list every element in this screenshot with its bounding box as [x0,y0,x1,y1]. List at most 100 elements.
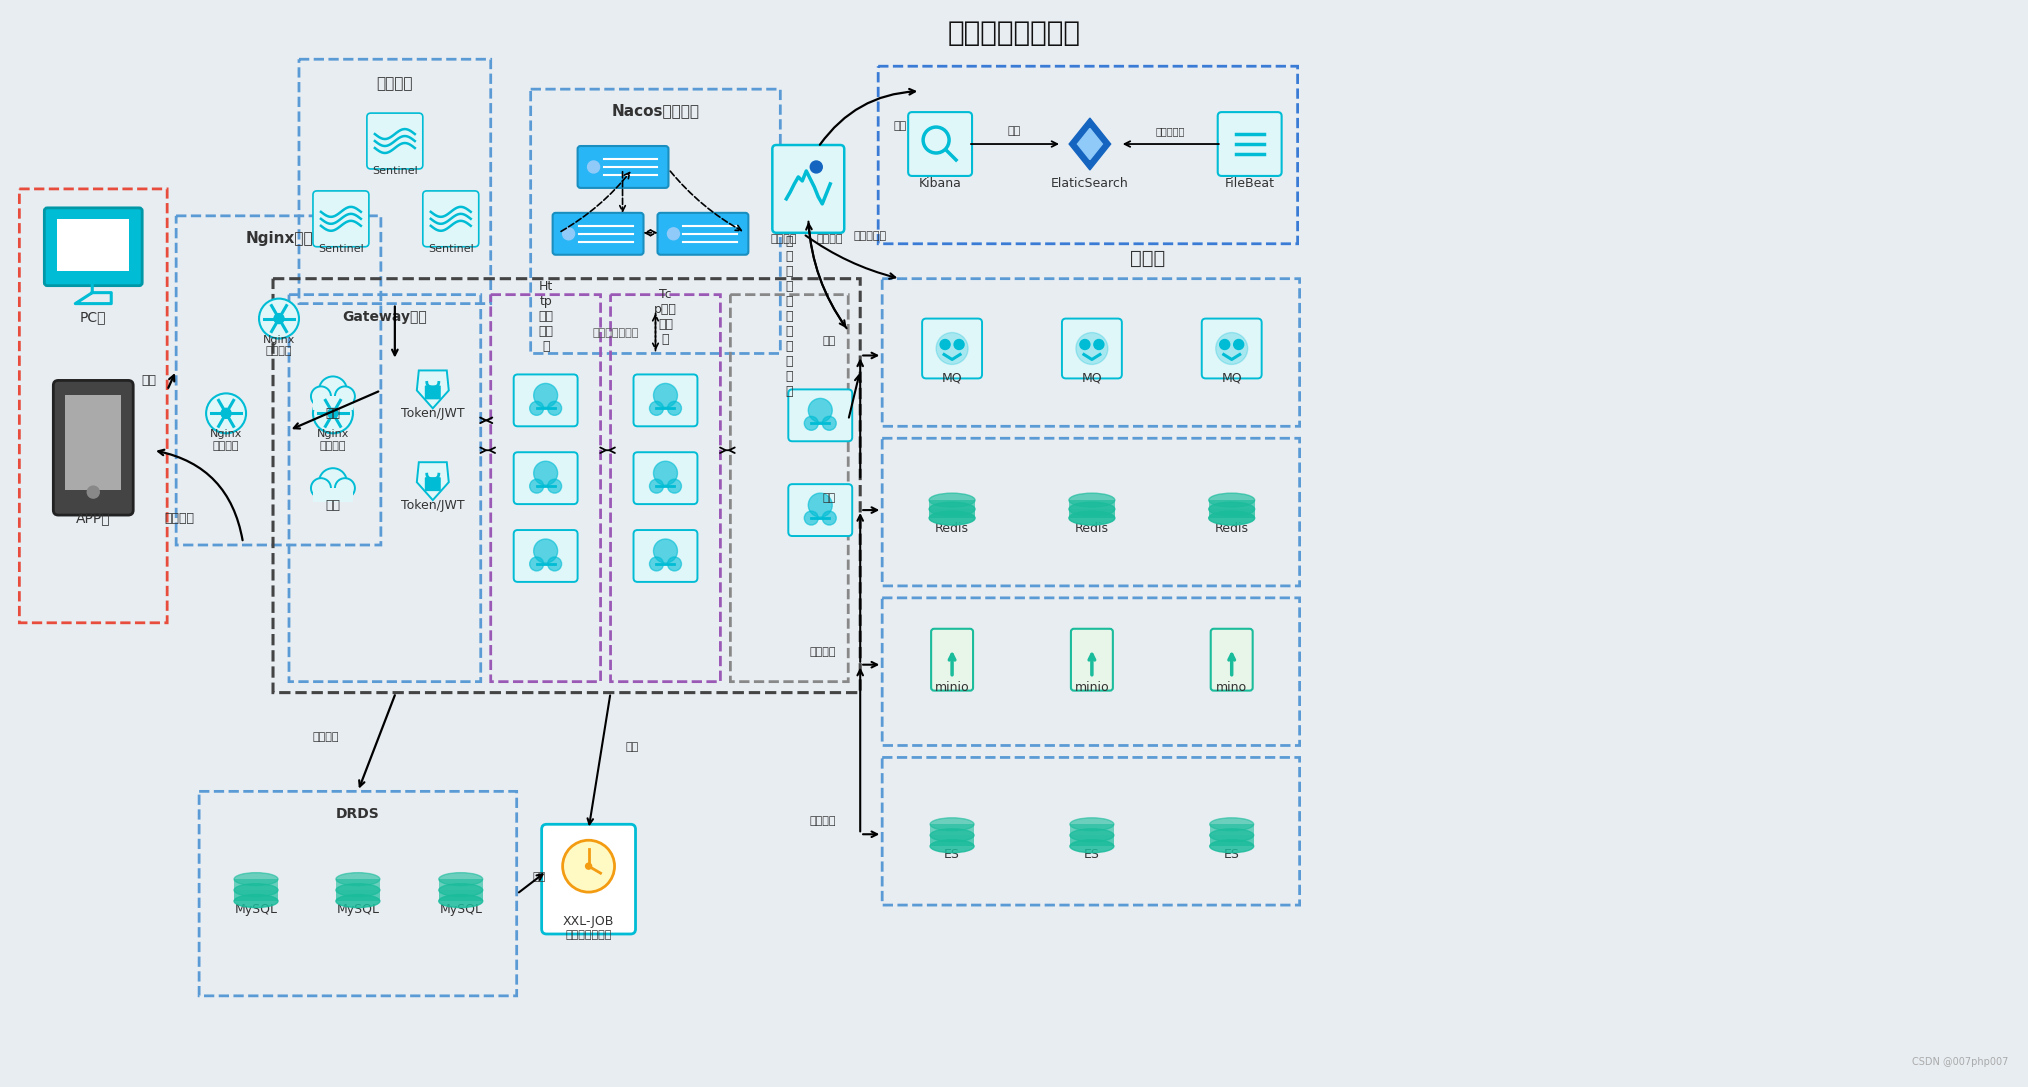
Text: Ht
tp
微服
务集
群: Ht tp 微服 务集 群 [537,280,554,353]
Text: 网关: 网关 [324,407,341,420]
Text: Sentinel: Sentinel [318,243,363,253]
Text: 缓存: 缓存 [823,493,836,503]
Circle shape [562,228,574,240]
Circle shape [562,840,614,892]
Circle shape [318,468,347,496]
Text: 中间件: 中间件 [1130,249,1166,268]
Ellipse shape [1071,840,1113,852]
Circle shape [588,161,600,173]
Text: MySQL: MySQL [235,902,278,915]
FancyBboxPatch shape [438,879,483,890]
FancyBboxPatch shape [789,389,852,441]
Text: 服务发现、配置: 服务发现、配置 [592,327,639,338]
Circle shape [937,333,967,364]
Text: FileBeat: FileBeat [1225,177,1276,190]
Ellipse shape [1209,511,1255,525]
Text: minio: minio [935,682,969,695]
FancyBboxPatch shape [578,146,669,188]
FancyBboxPatch shape [554,213,643,254]
Ellipse shape [1069,511,1115,525]
Circle shape [274,313,284,324]
Circle shape [667,557,681,571]
Ellipse shape [233,884,278,897]
Circle shape [335,386,355,407]
Text: 定时: 定时 [627,742,639,752]
Text: Gateway网关: Gateway网关 [343,310,428,324]
Ellipse shape [931,828,973,841]
Circle shape [1079,339,1089,350]
Circle shape [310,386,331,407]
Text: 日志、搜索: 日志、搜索 [854,230,886,241]
Circle shape [548,401,562,415]
Text: 展示: 展示 [1008,126,1020,136]
Text: Token/JWT: Token/JWT [402,407,464,420]
Ellipse shape [233,873,278,886]
Ellipse shape [1209,493,1255,508]
Text: Redis: Redis [1075,522,1109,535]
Text: 读写: 读写 [533,872,546,883]
FancyBboxPatch shape [633,530,698,582]
Circle shape [805,511,817,525]
Text: mino: mino [1217,682,1247,695]
Text: 视频微服务架构图: 视频微服务架构图 [947,20,1081,48]
Circle shape [1233,339,1243,350]
Text: MQ: MQ [1221,372,1241,385]
Text: Kibana: Kibana [919,177,961,190]
Ellipse shape [337,884,379,897]
Ellipse shape [438,884,483,897]
Text: XXL-JOB: XXL-JOB [564,914,614,927]
FancyBboxPatch shape [312,397,353,410]
FancyBboxPatch shape [513,374,578,426]
Text: APP端: APP端 [75,511,112,525]
FancyBboxPatch shape [773,145,844,233]
FancyBboxPatch shape [1069,500,1115,509]
FancyBboxPatch shape [513,452,578,504]
Polygon shape [418,371,448,409]
Text: 索引仓库: 索引仓库 [809,816,836,826]
Ellipse shape [1211,817,1253,830]
Text: Nginx
负载均衡: Nginx 负载均衡 [264,335,296,357]
FancyBboxPatch shape [422,191,479,247]
Circle shape [529,557,544,571]
FancyBboxPatch shape [1209,509,1255,518]
Text: Sentinel: Sentinel [371,166,418,176]
FancyBboxPatch shape [337,890,379,901]
Circle shape [529,401,544,415]
Circle shape [805,416,817,430]
Text: 请求响应: 请求响应 [164,512,195,525]
Circle shape [1219,339,1229,350]
Circle shape [312,393,353,434]
Text: 读写分离: 读写分离 [312,733,339,742]
Text: Nacos注册中心: Nacos注册中心 [612,103,700,118]
FancyBboxPatch shape [1063,318,1121,378]
Circle shape [667,401,681,415]
Circle shape [1077,333,1107,364]
Circle shape [335,478,355,498]
Text: Nginx集群: Nginx集群 [245,232,312,247]
Circle shape [318,376,347,404]
FancyBboxPatch shape [312,488,353,502]
FancyBboxPatch shape [233,879,278,890]
Circle shape [941,339,949,350]
Circle shape [1093,339,1103,350]
Ellipse shape [233,895,278,908]
Ellipse shape [337,873,379,886]
Ellipse shape [1071,817,1113,830]
Text: ES: ES [1223,848,1239,861]
FancyBboxPatch shape [1211,628,1253,690]
Ellipse shape [438,873,483,886]
Circle shape [548,557,562,571]
FancyBboxPatch shape [929,509,975,518]
FancyBboxPatch shape [633,374,698,426]
Circle shape [533,539,558,563]
Ellipse shape [337,895,379,908]
Circle shape [821,511,836,525]
Circle shape [533,461,558,485]
Ellipse shape [1069,502,1115,516]
Ellipse shape [1069,493,1115,508]
FancyBboxPatch shape [513,530,578,582]
Text: PC端: PC端 [79,311,107,325]
FancyBboxPatch shape [312,191,369,247]
Circle shape [667,479,681,493]
Text: Redis: Redis [1215,522,1249,535]
